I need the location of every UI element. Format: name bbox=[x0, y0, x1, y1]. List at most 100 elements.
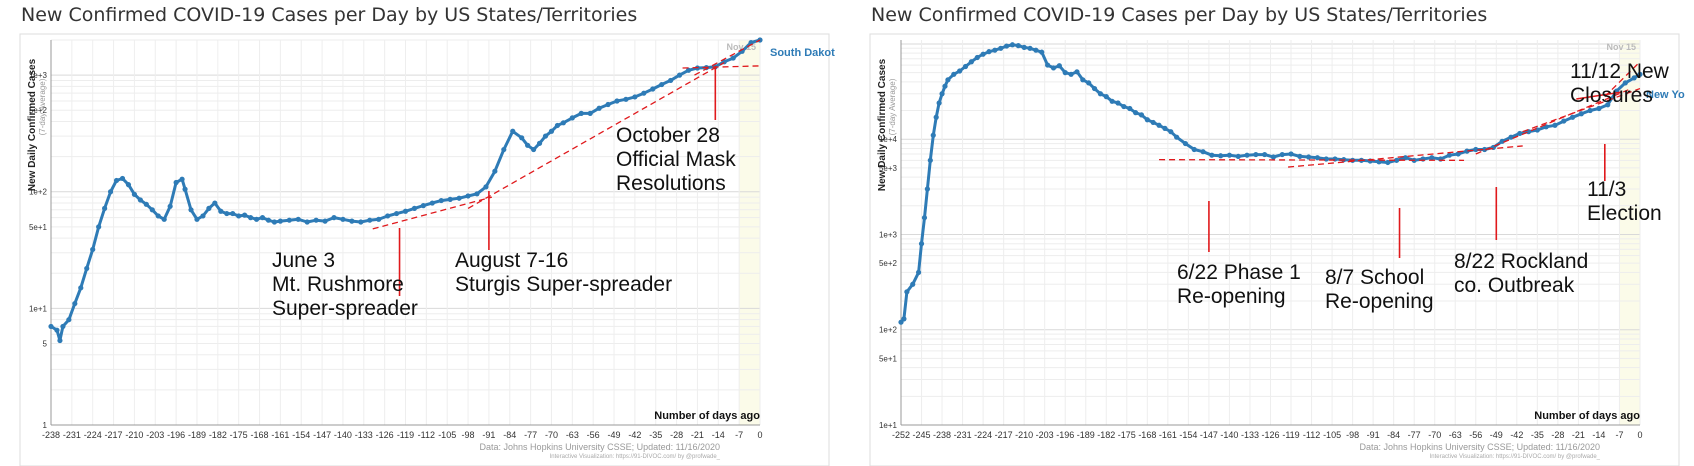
data-point bbox=[1091, 85, 1098, 92]
data-point bbox=[1481, 146, 1488, 153]
annotation-text: 11/3 bbox=[1587, 178, 1626, 201]
date-label: Nov 15 bbox=[726, 42, 756, 52]
data-point bbox=[456, 195, 462, 201]
data-point bbox=[465, 193, 471, 199]
data-point bbox=[206, 205, 212, 211]
x-tick-label: -126 bbox=[1261, 430, 1279, 440]
data-point bbox=[119, 175, 126, 182]
data-point bbox=[1144, 117, 1150, 123]
data-point bbox=[650, 86, 656, 92]
annotation-text: 6/22 Phase 1 bbox=[1177, 261, 1301, 284]
data-point bbox=[212, 200, 218, 206]
trend-line bbox=[682, 65, 761, 69]
data-point bbox=[1323, 156, 1329, 162]
data-point bbox=[173, 179, 179, 186]
x-tick-label: -168 bbox=[1138, 430, 1156, 440]
data-point bbox=[367, 217, 373, 223]
x-tick-label: -175 bbox=[1118, 430, 1136, 440]
data-point bbox=[155, 213, 161, 219]
data-point bbox=[72, 300, 78, 307]
data-point bbox=[596, 105, 602, 111]
credit-note: Interactive Visualization: https://91-DI… bbox=[1430, 454, 1601, 460]
data-point bbox=[1235, 153, 1241, 159]
data-point bbox=[474, 191, 480, 197]
data-point bbox=[1561, 118, 1567, 124]
x-tick-label: -42 bbox=[628, 430, 641, 440]
x-tick-label: -56 bbox=[1469, 430, 1482, 440]
data-point bbox=[358, 219, 364, 225]
x-tick-label: -224 bbox=[84, 430, 102, 440]
y-tick-label: 5e+2 bbox=[29, 106, 48, 115]
x-tick-label: -252 bbox=[892, 430, 910, 440]
x-tick-label: -98 bbox=[1346, 430, 1359, 440]
trend-line bbox=[1159, 159, 1465, 161]
x-tick-label: 0 bbox=[1637, 430, 1642, 440]
data-point bbox=[530, 146, 537, 153]
x-tick-label: -182 bbox=[209, 430, 227, 440]
data-point bbox=[1150, 119, 1156, 126]
x-tick-label: -210 bbox=[125, 430, 143, 440]
annotation-text: August 7-16 bbox=[455, 249, 568, 272]
x-tick-label: -77 bbox=[1408, 430, 1421, 440]
y-tick-label: 5e+1 bbox=[29, 223, 48, 232]
data-point bbox=[90, 246, 96, 253]
data-point bbox=[253, 216, 260, 222]
data-point bbox=[578, 110, 584, 116]
data-point bbox=[1517, 130, 1523, 137]
x-tick-label: -112 bbox=[418, 430, 435, 440]
x-tick-label: 0 bbox=[757, 430, 762, 440]
data-point bbox=[1039, 49, 1045, 55]
x-tick-label: -14 bbox=[1592, 430, 1605, 440]
data-point bbox=[1009, 42, 1016, 48]
data-point bbox=[1297, 153, 1303, 159]
annotation-text: June 3 bbox=[272, 249, 335, 272]
data-point bbox=[277, 218, 283, 224]
x-tick-label: -154 bbox=[1179, 430, 1197, 440]
data-point bbox=[1262, 151, 1268, 158]
data-point bbox=[623, 96, 629, 102]
data-point bbox=[1021, 44, 1027, 50]
x-tick-label: -182 bbox=[1097, 430, 1115, 440]
x-tick-label: -154 bbox=[292, 430, 310, 440]
data-point bbox=[519, 135, 525, 141]
x-tick-label: -35 bbox=[649, 430, 662, 440]
data-point bbox=[218, 208, 224, 214]
data-point bbox=[54, 327, 60, 333]
data-point bbox=[107, 189, 114, 195]
y-axis-sublabel: (7-day Average) bbox=[888, 78, 897, 135]
data-point bbox=[259, 215, 266, 221]
x-tick-label: -7 bbox=[735, 430, 743, 440]
data-point bbox=[980, 51, 986, 57]
data-point bbox=[1045, 62, 1051, 68]
data-point bbox=[179, 176, 185, 182]
data-point bbox=[161, 216, 167, 222]
data-point bbox=[131, 191, 138, 197]
data-point bbox=[1121, 103, 1127, 110]
credit-note: Interactive Visualization: https://91-DI… bbox=[550, 454, 721, 460]
x-tick-label: -91 bbox=[482, 430, 495, 440]
data-point bbox=[1332, 156, 1338, 162]
x-tick-label: -140 bbox=[334, 430, 352, 440]
x-tick-label: -84 bbox=[503, 430, 516, 440]
x-tick-label: -203 bbox=[146, 430, 164, 440]
x-tick-label: -175 bbox=[230, 430, 248, 440]
data-point bbox=[1455, 151, 1461, 157]
data-point bbox=[1279, 151, 1285, 158]
data-point bbox=[1393, 157, 1400, 163]
data-point bbox=[349, 218, 355, 224]
data-point bbox=[182, 186, 188, 192]
y-tick-label: 5e+3 bbox=[879, 164, 898, 173]
data-point bbox=[393, 210, 400, 217]
trend-line bbox=[372, 196, 493, 230]
data-point bbox=[1062, 70, 1068, 76]
annotation-text: Re-opening bbox=[1325, 290, 1434, 313]
data-point bbox=[125, 182, 132, 188]
data-point bbox=[1552, 122, 1558, 128]
data-point bbox=[921, 215, 928, 221]
data-point bbox=[429, 200, 435, 206]
data-point bbox=[501, 146, 507, 153]
data-point bbox=[385, 213, 391, 219]
annotation-text: co. Outbreak bbox=[1454, 274, 1575, 297]
data-point bbox=[901, 316, 907, 322]
x-tick-label: -21 bbox=[691, 430, 704, 440]
